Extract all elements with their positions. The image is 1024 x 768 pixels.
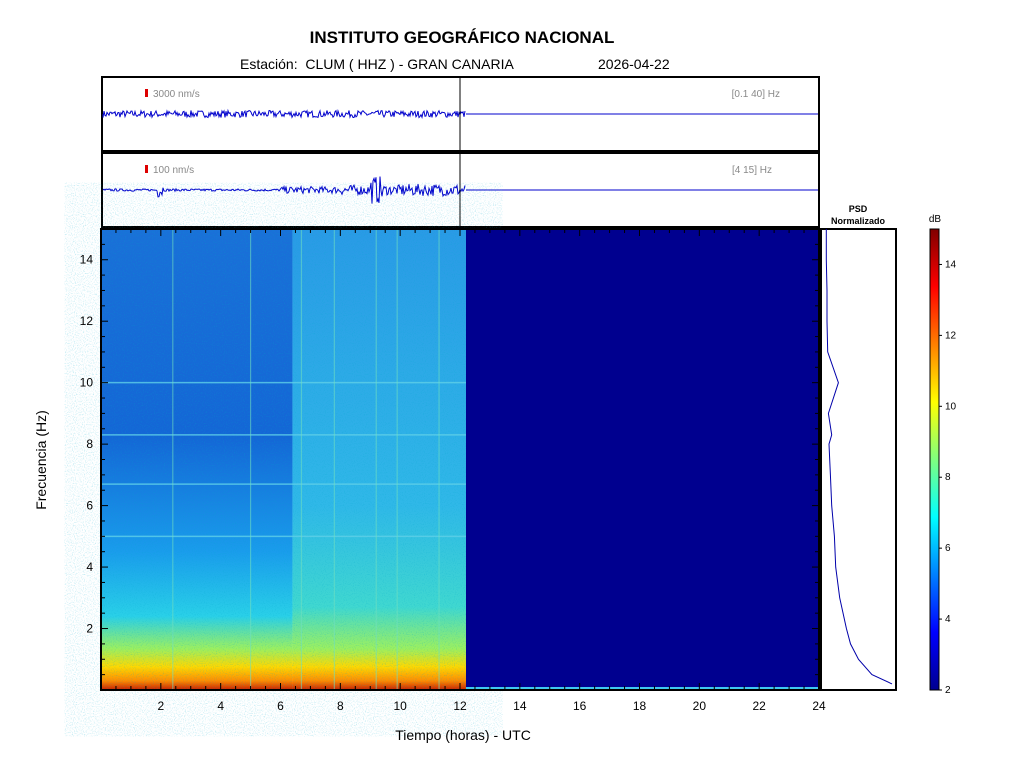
station-date: 2026-04-22	[598, 56, 670, 72]
colorbar-tick-label: 6	[945, 543, 951, 554]
psd-title-line1: PSD	[849, 204, 868, 214]
y-axis-label: Frecuencia (Hz)	[33, 410, 49, 510]
chart-title: INSTITUTO GEOGRÁFICO NACIONAL	[309, 28, 615, 47]
x-tick-label: 22	[752, 699, 766, 713]
spectrogram-nodata-region	[465, 229, 819, 687]
colorbar-gradient	[929, 228, 940, 691]
x-tick-label: 14	[513, 699, 527, 713]
trace1-scale-bar	[145, 89, 148, 97]
spectrogram-texture	[101, 229, 466, 690]
trace-waveform	[102, 108, 466, 120]
colorbar-tick-label: 14	[945, 259, 957, 270]
y-tick-label: 8	[86, 437, 93, 451]
psd-panel	[820, 228, 897, 691]
y-tick-label: 10	[80, 376, 94, 390]
trace2-scale-label: 100 nm/s	[153, 165, 194, 176]
colorbar-tick-label: 8	[945, 472, 951, 483]
psd-frame	[820, 228, 897, 691]
colorbar: 2 4 6 8 10 12 14	[929, 228, 957, 696]
seismogram-filtered-panel	[101, 152, 820, 228]
x-tick-label: 20	[693, 699, 707, 713]
x-tick-label: 8	[337, 699, 344, 713]
station-prefix: Estación:	[240, 56, 298, 72]
station-name: CLUM ( HHZ ) - GRAN CANARIA	[305, 56, 514, 72]
y-tick-label: 2	[86, 622, 93, 636]
x-tick-label: 18	[633, 699, 647, 713]
x-tick-label: 2	[157, 699, 164, 713]
x-tick-label: 10	[393, 699, 407, 713]
colorbar-unit: dB	[929, 214, 942, 225]
x-tick-label: 6	[277, 699, 284, 713]
colorbar-tick-label: 10	[945, 401, 957, 412]
y-tick-label: 6	[86, 499, 93, 513]
trace1-scale-label: 3000 nm/s	[153, 89, 200, 100]
colorbar-tick-label: 4	[945, 614, 951, 625]
psd-title-line2: Normalizado	[831, 216, 886, 226]
y-tick-label: 12	[80, 314, 94, 328]
colorbar-tick-label: 12	[945, 330, 957, 341]
x-tick-label: 4	[217, 699, 224, 713]
seismogram-broadband-panel	[101, 76, 820, 152]
y-axis: 2 4 6 8 10 12 14	[80, 228, 819, 676]
trace-waveform	[102, 176, 466, 204]
trace2-band-label: [4 15] Hz	[732, 165, 772, 176]
psd-curve	[825, 229, 893, 685]
spectrogram-nodata-base	[465, 687, 819, 690]
colorbar-tick-label: 2	[945, 685, 951, 696]
x-tick-label: 16	[573, 699, 587, 713]
y-tick-label: 4	[86, 560, 93, 574]
trace2-scale-bar	[145, 165, 148, 173]
x-axis-label: Tiempo (horas) - UTC	[395, 727, 531, 743]
x-tick-label: 24	[812, 699, 826, 713]
spectrogram-plot	[100, 228, 820, 691]
y-tick-label: 14	[80, 253, 94, 267]
x-tick-label: 12	[453, 699, 467, 713]
trace1-band-label: [0.1 40] Hz	[732, 89, 780, 100]
x-axis: 2 4 6 8 10 12 14 16 18 20 22 24	[100, 229, 826, 713]
station-label: Estación: CLUM ( HHZ ) - GRAN CANARIA	[240, 56, 514, 72]
